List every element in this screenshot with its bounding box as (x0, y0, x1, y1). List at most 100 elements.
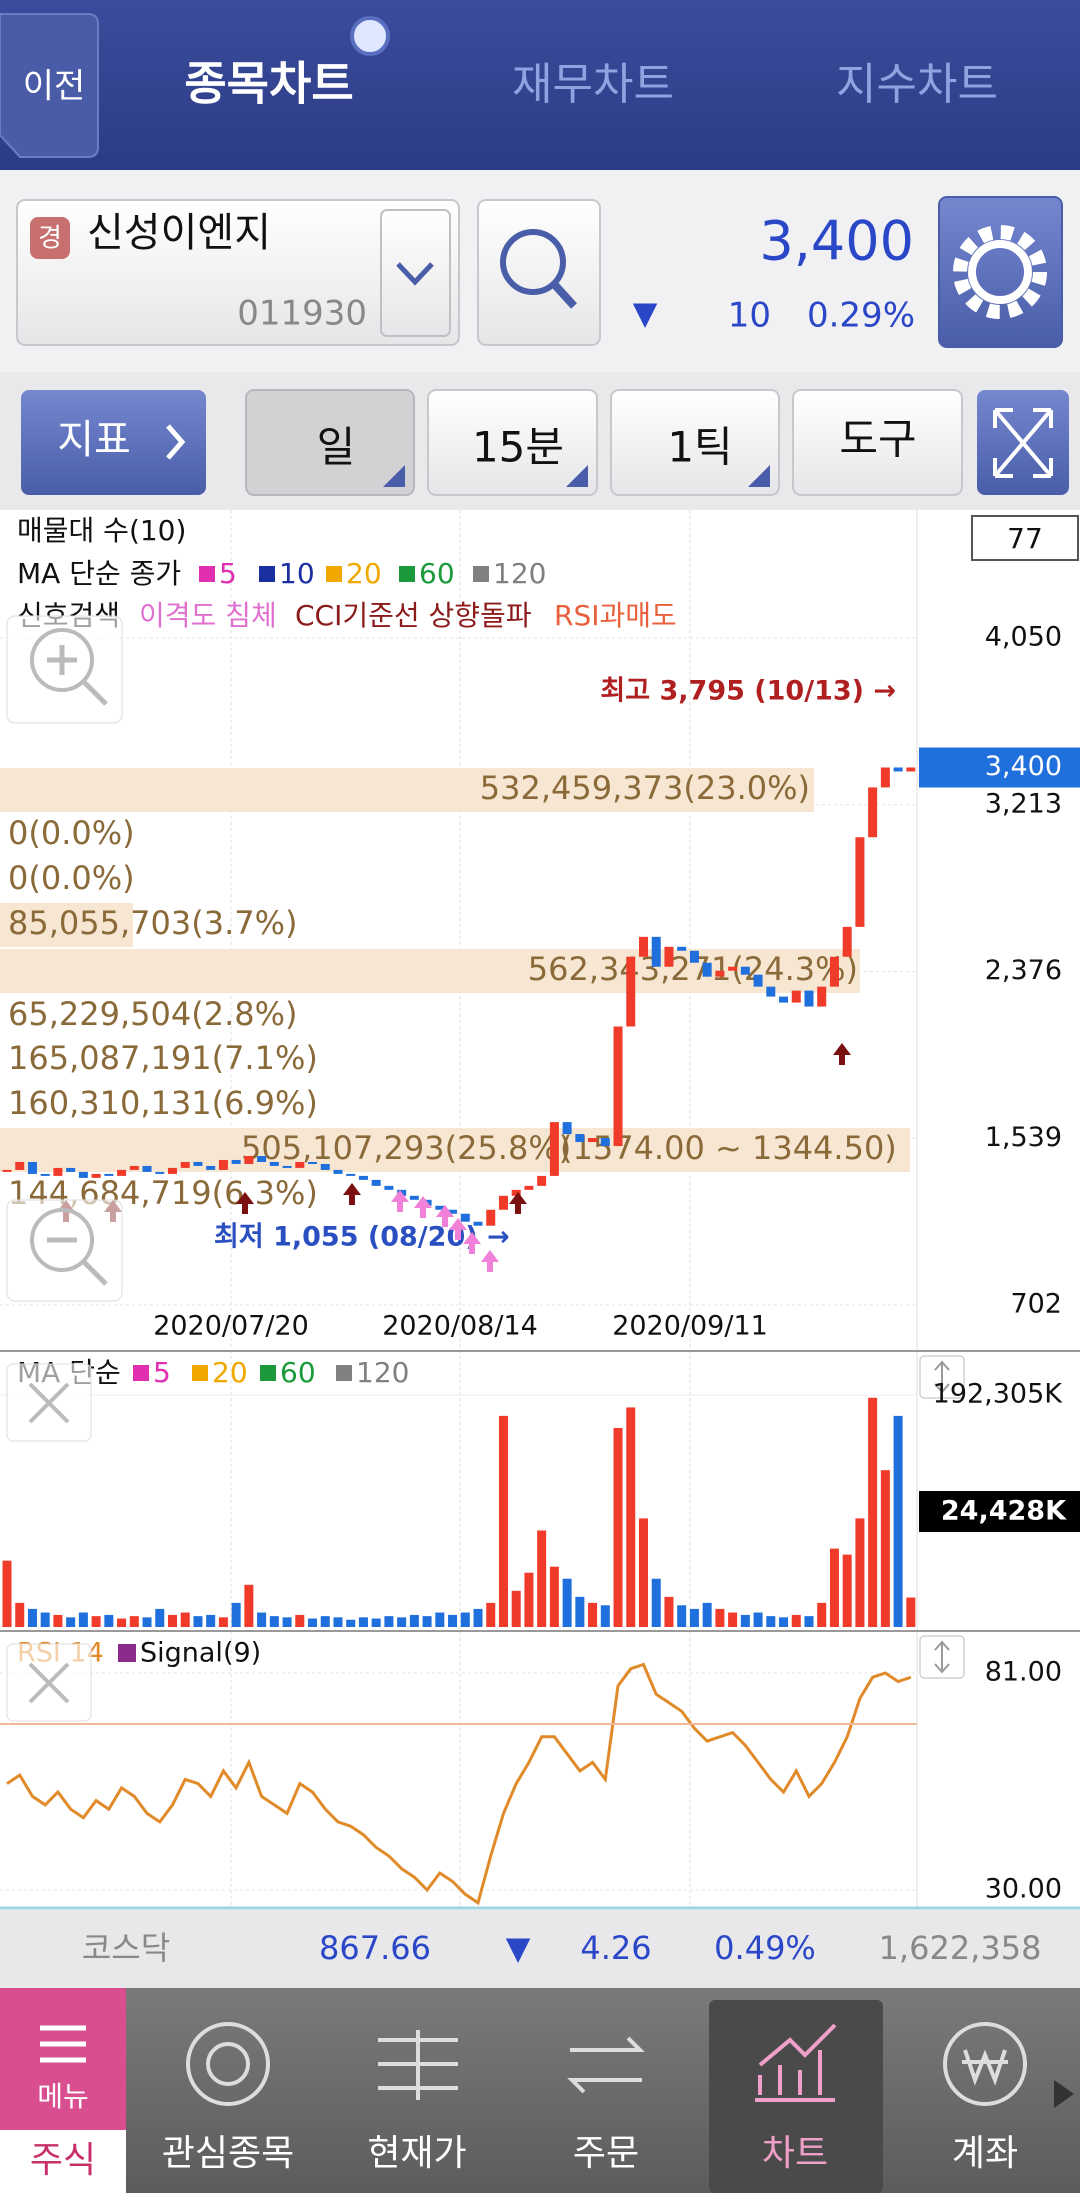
button-label[interactable]: 도구 (839, 415, 916, 464)
signal-swatch (118, 1644, 136, 1662)
volume-bar (498, 1415, 508, 1627)
button-label[interactable]: 1틱 (667, 423, 732, 472)
volume-bar (27, 1608, 37, 1627)
scroll-handle[interactable] (919, 1635, 965, 1679)
badge (30, 217, 70, 259)
legend-swatch (326, 566, 342, 582)
volume-bar (409, 1614, 419, 1627)
rsi-line (6, 1662, 912, 1906)
market-index: 867.66 (319, 1929, 431, 1967)
volume-bar (180, 1612, 190, 1627)
candle (104, 1173, 114, 1176)
button-label[interactable]: 일 (317, 423, 356, 472)
volume-bar (371, 1618, 381, 1627)
volume-bar (193, 1616, 203, 1627)
candle (282, 1165, 292, 1168)
section-label[interactable]: 주식 (30, 2140, 96, 2181)
legend-label: 120 (356, 1356, 409, 1389)
stock-box[interactable] (16, 199, 460, 346)
volume-bar (728, 1612, 738, 1627)
close-panel[interactable] (6, 1643, 92, 1722)
nav-item[interactable]: 주문 (573, 2133, 639, 2174)
signal-name: RSI과매도 (554, 599, 677, 632)
zoom-in[interactable] (6, 615, 123, 724)
search-button[interactable] (477, 199, 601, 346)
zoom-out[interactable] (6, 1199, 123, 1302)
tool-button[interactable] (792, 389, 963, 496)
back-button[interactable] (0, 13, 99, 158)
indicator-button[interactable] (21, 390, 206, 495)
button-label[interactable]: 지표 (57, 417, 131, 463)
nav-more[interactable] (1054, 2080, 1074, 2108)
legend-swatch (399, 566, 415, 582)
close-panel[interactable] (6, 1363, 92, 1442)
candle (537, 1175, 547, 1186)
volume-bar (206, 1614, 216, 1627)
volume-bar (155, 1608, 165, 1627)
nav-item-active[interactable]: 차트 (762, 2133, 828, 2174)
dropdown[interactable] (380, 209, 451, 337)
menu-icon (40, 2025, 86, 2063)
y-tick-label: 3,213 (985, 788, 1062, 819)
menu-label[interactable]: 메뉴 (37, 2080, 89, 2113)
volume-bar (384, 1616, 394, 1627)
volume-bar (422, 1616, 432, 1627)
legend-label: 20 (346, 557, 382, 590)
volume-bar (104, 1614, 114, 1627)
volume-bar (231, 1602, 241, 1627)
candle (842, 926, 852, 957)
candle (766, 986, 776, 997)
volume-bar (906, 1597, 916, 1627)
candle (677, 946, 687, 951)
volume-bar (664, 1596, 674, 1627)
candle (155, 1171, 165, 1174)
back-label[interactable]: 이전 (23, 67, 86, 107)
corner (566, 465, 588, 487)
candle (715, 970, 725, 977)
nav-item[interactable]: 현재가 (367, 2133, 466, 2174)
legend-label: 60 (419, 557, 455, 590)
scroll-handle[interactable] (919, 1355, 965, 1399)
volume-bar (524, 1572, 534, 1627)
nav-item[interactable]: 관심종목 (162, 2133, 294, 2174)
volume-bar (575, 1596, 585, 1627)
profile-label: 65,229,504(2.8%) (8, 995, 297, 1033)
candle (639, 936, 648, 957)
nav-item[interactable]: 계좌 (952, 2133, 1018, 2174)
date-label: 2020/08/14 (382, 1311, 538, 1342)
tab[interactable]: 지수차트 (836, 59, 998, 110)
button-label[interactable]: 15분 (472, 423, 564, 472)
section-tab[interactable] (0, 2130, 126, 2193)
tab-active[interactable]: 종목차트 (184, 57, 353, 111)
marks (2, 767, 916, 1906)
period-button[interactable] (427, 389, 598, 496)
volume-bar (689, 1608, 699, 1627)
current-price-tag (919, 747, 1080, 788)
profile-label: 160,310,131(6.9%) (8, 1084, 318, 1122)
legend-swatch (199, 566, 215, 582)
volume-bar (397, 1617, 407, 1627)
volume-bar (880, 1470, 890, 1627)
legend-label: 60 (280, 1356, 316, 1389)
tab[interactable]: 재무차트 (512, 59, 674, 110)
legend-swatch (133, 1365, 149, 1381)
candle (498, 1195, 508, 1210)
volume-bar (142, 1617, 152, 1627)
candle (524, 1185, 534, 1190)
profile-label: 0(0.0%) (8, 814, 135, 852)
volume-bar (817, 1602, 827, 1627)
candle (600, 1138, 610, 1147)
candle (193, 1161, 203, 1166)
volume-bar (639, 1518, 648, 1627)
candle (2, 1169, 12, 1172)
candle (702, 962, 712, 977)
candle (231, 1159, 241, 1164)
period-button[interactable] (610, 389, 780, 496)
candle (740, 966, 750, 975)
nav-active-bg (709, 2000, 883, 2193)
volume-bar (91, 1616, 101, 1627)
period-button-active[interactable] (245, 389, 415, 496)
candle (180, 1161, 190, 1168)
settings-button[interactable] (938, 196, 1063, 348)
